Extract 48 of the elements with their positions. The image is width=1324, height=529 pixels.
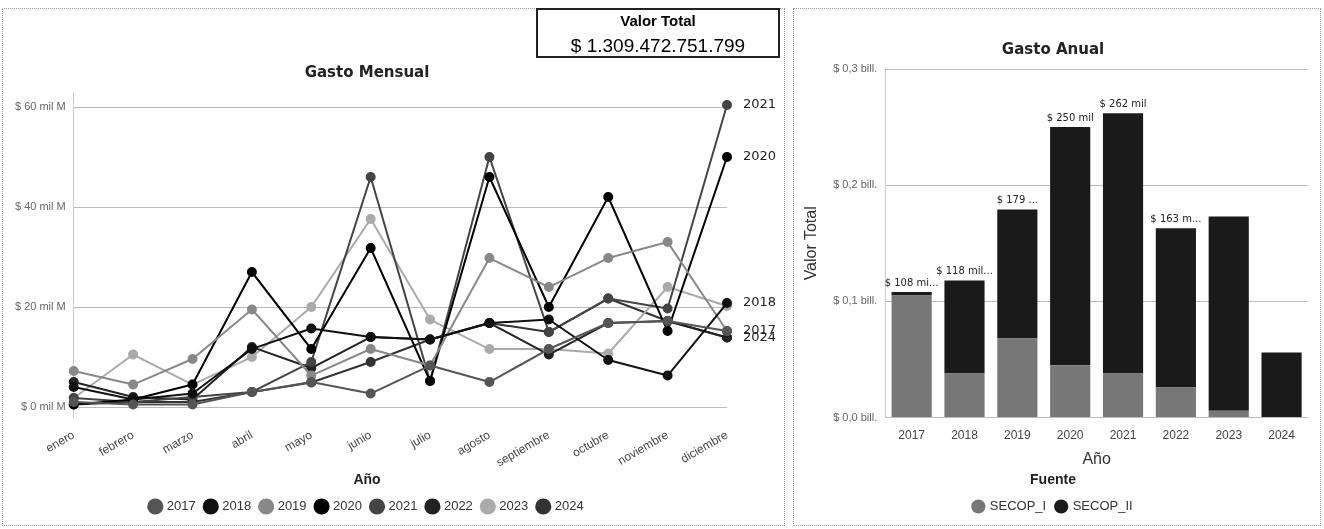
y-tick-label: $ 20 mil M bbox=[14, 300, 66, 313]
x-tick-label: 2018 bbox=[951, 428, 979, 443]
x-tick-label: abril bbox=[228, 427, 256, 452]
x-tick-label: julio bbox=[406, 427, 434, 451]
chart-title: Gasto Mensual bbox=[304, 62, 430, 81]
y-tick-label: $ 0,3 bill. bbox=[833, 62, 878, 75]
legend-label: SECOP_II bbox=[1072, 498, 1133, 514]
legend-label: 2018 bbox=[222, 498, 252, 514]
y-tick-label: $ 0,0 bill. bbox=[833, 410, 878, 423]
y-tick-label: $ 60 mil M bbox=[14, 100, 66, 113]
y-tick-label: $ 40 mil M bbox=[14, 200, 66, 213]
x-tick-label: junio bbox=[344, 427, 375, 453]
x-axis-title: Año bbox=[1082, 450, 1111, 468]
total-label: $ 163 m... bbox=[1150, 212, 1202, 224]
legend-label: 2019 bbox=[277, 498, 307, 514]
chart-title: Gasto Anual bbox=[1001, 39, 1105, 58]
total-label: $ 179 ... bbox=[996, 194, 1039, 206]
legend-label: 2023 bbox=[499, 498, 529, 514]
legend-label: 2022 bbox=[443, 498, 473, 514]
x-tick-label: 2022 bbox=[1162, 428, 1190, 443]
total-label: $ 262 mil bbox=[1099, 97, 1147, 109]
total-label: $ 250 mil bbox=[1046, 111, 1094, 123]
legend-label: 2024 bbox=[554, 498, 584, 514]
legend-label: 2020 bbox=[333, 498, 362, 514]
legend-title: Fuente bbox=[1030, 471, 1077, 488]
x-tick-label: 2024 bbox=[1268, 428, 1296, 443]
x-tick-label: enero bbox=[43, 427, 78, 456]
x-tick-label: 2020 bbox=[1056, 428, 1084, 443]
y-axis-title: Valor Total bbox=[802, 206, 820, 281]
x-tick-label: 2023 bbox=[1215, 428, 1243, 443]
legend-label: SECOP_I bbox=[989, 498, 1047, 514]
y-tick-label: $ 0,2 bill. bbox=[833, 178, 878, 191]
total-label: $ 118 mil... bbox=[936, 265, 993, 277]
x-tick-label: 2021 bbox=[1109, 428, 1137, 443]
x-tick-label: mayo bbox=[282, 427, 315, 455]
x-tick-label: 2017 bbox=[898, 428, 926, 443]
annotation: 2020 bbox=[743, 148, 777, 164]
text: Valor Total bbox=[619, 12, 697, 29]
annotation: 2021 bbox=[743, 96, 777, 112]
text: $ 1.309.472.751.799 bbox=[569, 35, 747, 57]
legend-label: 2017 bbox=[166, 498, 196, 514]
x-tick-label: 2019 bbox=[1003, 428, 1032, 443]
legend-label: 2021 bbox=[388, 498, 418, 514]
y-tick-label: $ 0 mil M bbox=[21, 400, 66, 413]
y-tick-label: $ 0,1 bill. bbox=[833, 294, 878, 307]
annotation: 2018 bbox=[743, 294, 777, 310]
legend-title: Año bbox=[353, 471, 381, 488]
total-label: $ 108 mi... bbox=[884, 276, 939, 288]
